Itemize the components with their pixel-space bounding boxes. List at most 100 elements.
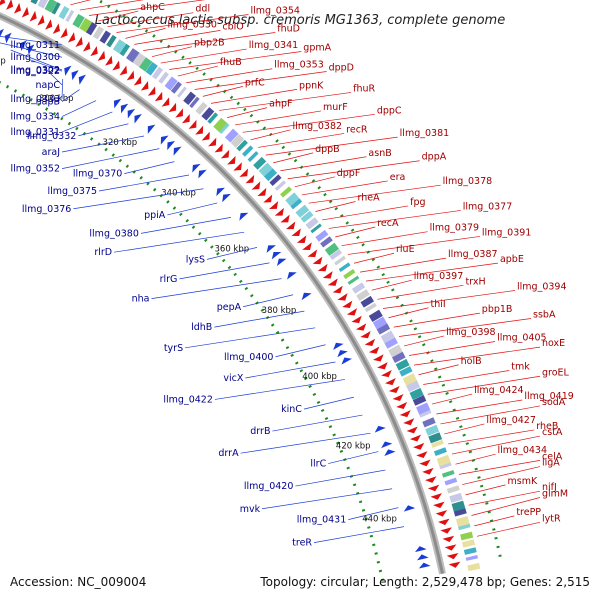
forward-gene-arrow	[195, 125, 204, 135]
tick-label: 440 kbp	[362, 514, 397, 524]
forward-leader-line	[335, 226, 376, 238]
reverse-leader-line	[61, 111, 113, 133]
reverse-gene-arrow	[416, 554, 429, 561]
forward-gene-arrow	[126, 70, 135, 81]
cog-block	[465, 555, 479, 561]
forward-gene-arrow	[302, 242, 312, 251]
reverse-gene-label: llmg_0370	[73, 169, 123, 180]
forward-leader-line	[382, 290, 516, 309]
reverse-gene-arrow	[78, 74, 86, 85]
cog-block	[106, 34, 117, 48]
forward-leader-line	[308, 184, 441, 204]
forward-gene-arrow	[175, 108, 183, 118]
forward-gene-arrow	[208, 137, 217, 147]
reverse-gene-arrow	[276, 258, 287, 267]
cog-block	[422, 417, 436, 428]
forward-gene-arrow	[388, 385, 400, 394]
reverse-gene-label: ldhB	[191, 322, 212, 333]
reverse-gene-label: llmg_0332	[27, 131, 77, 142]
cog-block	[189, 96, 200, 109]
forward-gene-arrow	[0, 0, 6, 6]
forward-leader-line	[250, 129, 291, 141]
reverse-gene-label: ppiA	[144, 210, 166, 221]
cog-block	[315, 229, 329, 242]
reverse-gene-arrow	[418, 562, 431, 569]
forward-gene-arrow	[435, 510, 448, 517]
forward-gene-label: ppnK	[299, 80, 324, 91]
reverse-leader-line	[61, 79, 64, 100]
forward-gene-arrow	[409, 434, 422, 442]
forward-leader-line	[116, 14, 249, 33]
forward-gene-label: recA	[377, 218, 399, 229]
reverse-gene-label: llmg_0376	[22, 204, 72, 215]
forward-gene-label: llmg_0387	[448, 249, 498, 260]
forward-leader-line	[465, 484, 506, 496]
forward-gene-label: llmg_0394	[517, 281, 567, 292]
cog-block	[453, 508, 467, 517]
tick-label: 380 kbp	[262, 306, 297, 316]
cog-block	[446, 485, 460, 494]
cog-block	[441, 469, 455, 478]
forward-gene-arrow	[245, 174, 255, 184]
cog-block	[449, 492, 463, 503]
forward-gene-label: era	[390, 172, 406, 183]
forward-leader-line	[177, 65, 218, 77]
cog-block	[30, 0, 39, 5]
forward-gene-label: fpg	[410, 197, 425, 208]
reverse-leader-line	[167, 202, 218, 216]
cog-block	[388, 344, 403, 358]
reverse-leader-line	[0, 36, 63, 46]
forward-gene-arrow	[296, 235, 307, 244]
cog-block	[242, 145, 254, 157]
forward-gene-label: dppA	[422, 152, 447, 163]
reverse-gene-arrow	[27, 44, 35, 55]
forward-gene-label: llmg_0405	[497, 333, 547, 344]
forward-gene-arrow	[251, 181, 261, 190]
reverse-gene-arrow	[64, 65, 72, 76]
reverse-gene-label: llmg_0333	[11, 94, 61, 105]
forward-gene-arrow	[399, 410, 411, 418]
forward-leader-line	[143, 32, 276, 51]
reverse-gene-label: napB	[36, 97, 60, 108]
forward-gene-label: llmg_0382	[293, 121, 343, 132]
cog-block	[368, 309, 383, 322]
forward-leader-line	[265, 136, 398, 156]
forward-leader-line	[107, 12, 194, 28]
cog-block	[320, 236, 333, 248]
reverse-gene-label: llmg_0431	[297, 515, 347, 526]
reverse-leader-line	[151, 278, 282, 299]
cog-block	[280, 186, 293, 198]
reverse-gene-label: llmg_0311	[11, 40, 61, 51]
reverse-leader-line	[45, 68, 63, 86]
forward-gene-arrow	[239, 168, 249, 177]
forward-gene-arrow	[368, 346, 380, 354]
forward-leader-line	[242, 113, 375, 133]
forward-leader-line	[328, 210, 461, 229]
forward-gene-label: cbiO	[222, 21, 243, 32]
reverse-leader-line	[78, 123, 129, 137]
forward-leader-line	[393, 312, 480, 328]
reverse-leader-line	[295, 469, 386, 487]
cog-block	[44, 0, 58, 13]
forward-gene-arrow	[280, 214, 290, 223]
reverse-leader-line	[313, 526, 405, 544]
cog-block	[347, 275, 360, 285]
forward-gene-label: groEL	[542, 367, 570, 378]
cog-block	[380, 330, 396, 344]
forward-gene-arrow	[416, 451, 428, 458]
forward-gene-arrow	[312, 256, 323, 265]
forward-gene-arrow	[263, 194, 273, 203]
forward-gene-arrow	[21, 6, 29, 18]
forward-gene-arrow	[403, 418, 415, 426]
forward-gene-label: nifJ	[542, 482, 557, 493]
cog-block	[392, 351, 406, 364]
forward-gene-arrow	[392, 393, 404, 402]
reverse-gene-label: tyrS	[164, 343, 183, 354]
forward-leader-line	[79, 0, 144, 11]
forward-gene-arrow	[154, 91, 163, 102]
forward-leader-line	[202, 86, 243, 97]
reverse-leader-line	[214, 310, 305, 328]
forward-gene-arrow	[75, 36, 83, 47]
reverse-gene-label: napC	[35, 80, 60, 91]
